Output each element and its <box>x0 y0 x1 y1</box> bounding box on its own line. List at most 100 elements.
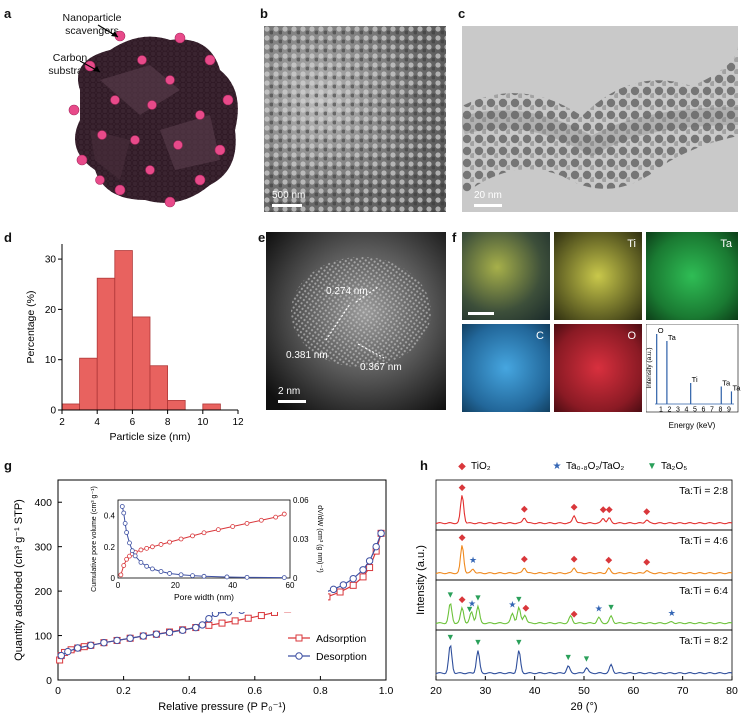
y-tick-label: 30 <box>45 255 57 266</box>
x-tick-label: 20 <box>430 685 442 697</box>
peak-marker: ★ <box>508 599 516 609</box>
inset-y-tick-label: 0.03 <box>293 535 309 544</box>
xrd-pattern <box>435 644 733 675</box>
y-tick-label: 400 <box>34 497 52 509</box>
tem-texture <box>462 46 738 196</box>
data-point <box>64 647 72 656</box>
peak-marker: ◆ <box>643 506 650 516</box>
lattice-texture <box>291 257 431 367</box>
x-tick-label: 7 <box>710 407 714 414</box>
inset-x-tick-label: 60 <box>286 581 295 590</box>
legend-marker <box>295 634 303 642</box>
panel-d-letter: d <box>4 230 12 245</box>
sem-image: 500 nm <box>264 26 446 212</box>
scale-bar <box>278 400 306 403</box>
data-point <box>377 529 385 538</box>
inset-point <box>178 572 184 578</box>
data-point <box>359 573 367 581</box>
x-tick-label: 0.2 <box>116 685 131 697</box>
peak-marker: ◆ <box>571 609 578 619</box>
inset-point <box>215 527 221 533</box>
carbon-label-line1: Carbon <box>52 52 88 64</box>
x-tick-label: 1 <box>659 407 663 414</box>
inset-point <box>190 573 195 579</box>
legend-label: Desorption <box>316 651 367 663</box>
x-tick-label: 2 <box>59 417 65 428</box>
inset-background <box>106 492 328 612</box>
peak-marker: ▼ <box>582 654 591 664</box>
d-spacing-label: 0.381 nm <box>286 350 328 361</box>
data-point <box>165 628 174 637</box>
histogram-bar <box>149 365 169 411</box>
y-tick-label: 20 <box>45 305 57 316</box>
x-tick-label: 8 <box>165 417 171 428</box>
scale-bar <box>474 204 502 207</box>
x-axis-label: 2θ (°) <box>570 701 597 713</box>
inset-point <box>124 556 129 562</box>
y-axis-label: Percentage (%) <box>25 291 37 364</box>
peak-marker: ◆ <box>606 504 613 514</box>
data-point <box>372 542 380 551</box>
peak-marker: ◆ <box>571 554 578 564</box>
panel-c-letter: c <box>458 6 466 21</box>
inset-point <box>119 504 125 509</box>
data-point <box>139 632 147 640</box>
peak-marker: ▼ <box>514 637 523 647</box>
inset-point <box>224 574 230 580</box>
histogram-bar <box>167 400 186 411</box>
x-tick-label: 10 <box>197 417 209 428</box>
x-tick-label: 6 <box>130 417 136 428</box>
peak-marker: ◆ <box>522 602 529 612</box>
x-tick-label: 4 <box>94 417 100 428</box>
inset-y-tick-label: 0.2 <box>104 543 116 552</box>
peak-marker: ★ <box>595 604 603 614</box>
peak-marker: ▼ <box>564 652 573 662</box>
legend-label: TiO₂ <box>471 461 491 472</box>
peak-marker: ▼ <box>465 604 474 614</box>
data-point <box>339 581 348 589</box>
inset-y-right-label: dV/dW (cm³ (g nm)⁻¹) <box>316 505 323 572</box>
panel-g-letter: g <box>4 458 12 473</box>
inset-point <box>132 553 138 559</box>
inset-point <box>149 544 155 550</box>
inset-point <box>281 511 287 517</box>
data-point <box>366 564 374 572</box>
legend-label: Adsorption <box>316 633 366 645</box>
inset-x-axis-label: Pore width (nm) <box>174 592 234 602</box>
x-tick-label: 12 <box>232 417 244 428</box>
data-point <box>57 651 65 660</box>
y-tick-label: 0 <box>50 406 56 417</box>
data-point <box>257 612 265 620</box>
inset-point <box>127 540 132 546</box>
x-tick-label: 70 <box>677 685 689 697</box>
data-point <box>365 557 374 565</box>
histogram-bar <box>96 277 116 411</box>
y-tick-label: 300 <box>34 542 52 554</box>
nanoparticle-label: Nanoparticle scavengers <box>52 12 132 38</box>
tem-image: 20 nm <box>462 26 738 212</box>
panel-e-letter: e <box>258 230 266 245</box>
inset-point <box>244 521 250 526</box>
data-point <box>349 574 357 583</box>
peak-label: Ti <box>692 375 698 384</box>
data-point <box>231 617 239 625</box>
sem-texture <box>264 26 446 212</box>
peak-label: O <box>658 326 664 335</box>
peak-marker: ◆ <box>459 532 466 542</box>
legend-label: Ta₀.₈O₂/TaO₂ <box>566 461 624 472</box>
peak-marker: ◆ <box>605 554 612 564</box>
x-axis-label: Energy (keV) <box>669 421 716 430</box>
plot-frame <box>57 479 387 681</box>
data-point <box>198 621 207 629</box>
x-tick-label: 8 <box>718 407 722 414</box>
x-axis-label: Relative pressure (P P₀⁻¹) <box>158 701 286 713</box>
panel-a-letter: a <box>4 6 12 21</box>
inset-point <box>273 514 279 520</box>
data-point <box>152 630 161 638</box>
peak-marker: ▼ <box>473 637 482 647</box>
x-tick-label: 0.6 <box>247 685 262 697</box>
data-point <box>359 566 367 574</box>
data-point <box>178 626 187 634</box>
inset-point <box>144 545 150 551</box>
